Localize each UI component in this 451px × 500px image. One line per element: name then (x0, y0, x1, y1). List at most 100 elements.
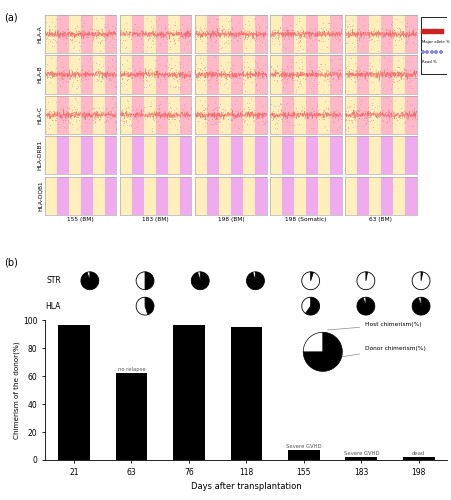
Point (354, 26, 362, 34)
Point (152, 34, 160, 42)
Point (89, 34, 97, 42)
Point (353, 106, 360, 114)
Point (76, 42, 83, 50)
Point (313, 32, 320, 40)
Point (341, 108, 349, 116)
Point (92, 69, 99, 77)
Point (385, 116, 392, 124)
Point (335, 36, 342, 44)
Point (50, 110, 57, 118)
Point (253, 112, 260, 120)
Point (319, 114, 326, 122)
Point (333, 126, 340, 134)
Point (336, 32, 343, 40)
Point (215, 45, 222, 53)
Point (186, 110, 193, 118)
Point (373, 47, 381, 55)
Point (110, 68, 118, 76)
Bar (230, 96, 242, 134)
Bar (179, 56, 191, 94)
Text: dead: dead (411, 451, 424, 456)
Point (238, 64, 245, 72)
Point (132, 114, 139, 122)
Point (78, 75, 85, 83)
Point (165, 100, 172, 108)
Point (346, 75, 354, 83)
Point (280, 24, 287, 32)
Point (79, 74, 87, 82)
Point (385, 72, 392, 80)
Point (101, 68, 109, 76)
Point (368, 78, 375, 86)
Point (130, 74, 137, 82)
Point (250, 66, 257, 74)
Point (73, 113, 80, 121)
Point (411, 74, 419, 82)
Point (76, 73, 83, 81)
Point (144, 29, 152, 37)
Point (72, 26, 79, 34)
Point (142, 116, 149, 124)
Point (243, 110, 250, 118)
Point (116, 72, 124, 80)
Point (71, 32, 78, 40)
Bar (356, 96, 368, 134)
Point (268, 109, 275, 117)
Point (224, 16, 231, 24)
Point (328, 74, 336, 82)
Point (166, 118, 173, 126)
Point (217, 26, 224, 34)
Point (327, 30, 335, 38)
Point (155, 110, 162, 118)
Point (260, 32, 267, 40)
Point (341, 25, 349, 33)
Point (183, 61, 190, 69)
Point (156, 106, 163, 114)
Point (196, 96, 203, 104)
Point (208, 115, 215, 123)
Point (228, 72, 235, 80)
Point (345, 67, 352, 75)
Point (404, 72, 411, 80)
Bar (179, 177, 191, 215)
Point (136, 32, 143, 40)
Point (350, 103, 357, 111)
Point (164, 69, 171, 77)
Bar (207, 177, 219, 215)
Point (390, 114, 397, 122)
Point (184, 124, 191, 132)
Point (137, 64, 144, 72)
Point (178, 73, 185, 81)
Point (302, 66, 309, 74)
Point (127, 47, 134, 55)
Point (258, 38, 266, 46)
Point (251, 28, 258, 36)
Point (387, 20, 394, 28)
Point (112, 20, 120, 28)
Bar (345, 457, 376, 460)
Point (348, 70, 355, 78)
Point (186, 122, 193, 130)
Point (283, 116, 290, 124)
Point (388, 26, 396, 34)
Point (270, 70, 277, 78)
Point (117, 108, 124, 116)
Bar (242, 56, 254, 94)
Point (245, 29, 253, 37)
Point (365, 112, 372, 120)
Wedge shape (145, 272, 154, 289)
Point (68, 114, 75, 122)
Point (76, 122, 83, 130)
Point (234, 28, 241, 36)
Bar (294, 56, 305, 94)
Point (120, 69, 127, 77)
Bar (317, 136, 329, 174)
Point (167, 116, 175, 124)
Point (281, 79, 289, 87)
Point (390, 26, 397, 34)
Point (65, 74, 73, 82)
Point (59, 118, 66, 126)
Point (288, 29, 295, 37)
Point (124, 122, 131, 130)
Point (152, 27, 159, 35)
